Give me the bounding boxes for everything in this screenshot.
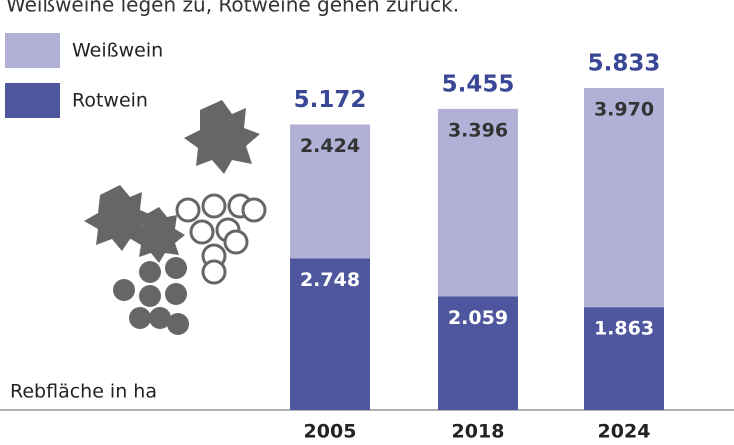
- value-label: 3.970: [594, 99, 654, 121]
- total-label: 5.172: [294, 87, 367, 113]
- legend-label: Weißwein: [72, 40, 163, 62]
- bar-segment: [584, 88, 664, 307]
- legend-swatch: [5, 83, 60, 118]
- x-tick-label: 2018: [452, 421, 505, 443]
- value-label: 1.863: [594, 318, 654, 340]
- x-tick-label: 2024: [598, 421, 651, 443]
- value-label: 2.059: [448, 307, 508, 329]
- legend-swatch: [5, 33, 60, 68]
- legend-label: Rotwein: [72, 90, 148, 112]
- chart: Weißweine legen zu, Rotweine gehen zurüc…: [0, 0, 734, 445]
- grape-outline: [177, 195, 265, 283]
- value-label: 2.748: [300, 269, 360, 291]
- value-label: 3.396: [448, 119, 508, 141]
- chart-title: Weißweine legen zu, Rotweine gehen zurüc…: [6, 0, 459, 17]
- grape-illustration: [84, 100, 260, 335]
- x-tick-label: 2005: [304, 421, 357, 443]
- value-label: 2.424: [300, 135, 360, 157]
- total-label: 5.455: [442, 71, 515, 97]
- total-label: 5.833: [588, 51, 661, 77]
- axis-label: Rebfläche in ha: [10, 381, 157, 403]
